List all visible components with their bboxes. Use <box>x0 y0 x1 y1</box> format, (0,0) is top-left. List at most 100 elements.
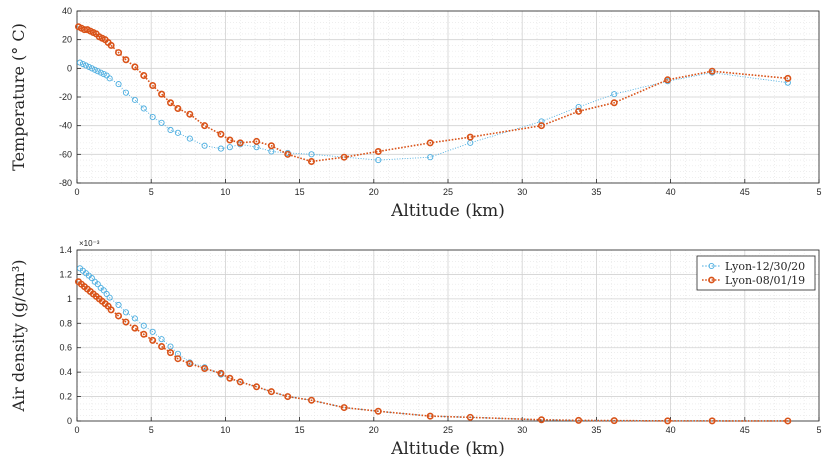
data-point <box>91 66 98 73</box>
data-point <box>374 407 382 415</box>
data-point <box>122 89 130 96</box>
data-point <box>784 74 792 82</box>
data-point <box>201 364 209 372</box>
data-point <box>284 393 292 401</box>
data-point <box>158 342 166 350</box>
data-point <box>307 158 315 166</box>
data-point <box>149 328 156 335</box>
y-tick-label: -60 <box>59 149 72 159</box>
legend-box <box>696 255 816 291</box>
data-point <box>85 63 92 70</box>
data-point <box>708 417 716 425</box>
data-point <box>140 105 147 112</box>
data-point <box>94 68 101 75</box>
y-tick-label: 0.2 <box>59 392 72 402</box>
y-tick-label: -80 <box>59 178 72 188</box>
x-axis-label: Altitude (km) <box>390 201 505 221</box>
data-point <box>784 79 791 86</box>
data-point <box>217 130 225 138</box>
data-point <box>149 114 156 121</box>
data-point <box>610 99 618 107</box>
x-tick-label: 40 <box>666 187 676 197</box>
data-point <box>307 396 315 404</box>
data-point <box>122 318 130 326</box>
data-point <box>94 281 101 288</box>
data-point <box>610 417 618 425</box>
data-point <box>88 275 95 282</box>
y-tick-label: 0.4 <box>59 367 72 377</box>
series-line <box>77 281 788 422</box>
data-point <box>226 144 233 151</box>
x-tick-label: 45 <box>740 187 750 197</box>
data-point <box>575 107 583 115</box>
data-point <box>253 383 261 391</box>
data-point <box>664 76 672 84</box>
x-tick-label: 10 <box>220 187 230 197</box>
data-point <box>140 72 148 80</box>
data-point <box>784 417 792 425</box>
axes-box <box>76 249 820 422</box>
x-tick-label: 5 <box>149 187 154 197</box>
x-tick-label: 15 <box>295 425 305 435</box>
data-point <box>140 330 148 338</box>
data-point <box>131 96 138 103</box>
data-point <box>115 312 123 320</box>
x-tick-label: 5 <box>816 425 821 435</box>
data-point <box>106 75 113 82</box>
legend-label: Lyon-12/30/20 <box>725 260 805 273</box>
data-point <box>284 150 292 158</box>
data-point <box>427 154 434 161</box>
data-point <box>174 104 182 112</box>
data-point <box>140 322 147 329</box>
data-point <box>131 324 139 332</box>
x-tick-label: 5 <box>149 425 154 435</box>
data-point <box>131 315 138 322</box>
x-tick-label: 25 <box>443 425 453 435</box>
data-point <box>236 139 244 147</box>
data-point <box>267 388 275 396</box>
air-density-chart: 0 5 10 15 20 25 30 35 40 45 500.20.40.60.811.21.4×… <box>9 239 822 459</box>
series-line <box>79 62 788 161</box>
data-point <box>122 56 130 64</box>
x-tick-label: 30 <box>517 187 527 197</box>
data-point <box>149 336 157 344</box>
legend-swatch-marker <box>708 262 715 270</box>
x-tick-label: 45 <box>740 425 750 435</box>
data-point <box>88 65 95 72</box>
data-point <box>115 301 122 309</box>
data-point <box>466 133 474 141</box>
data-point <box>340 153 348 161</box>
data-point <box>79 60 86 68</box>
data-point <box>267 142 275 150</box>
data-point <box>131 63 139 71</box>
data-point <box>374 147 382 155</box>
y-tick-label: 20 <box>62 35 72 45</box>
x-tick-label: 20 <box>369 425 379 435</box>
series-line <box>79 267 788 422</box>
data-point <box>201 122 209 130</box>
x-tick-label: 5 <box>816 187 821 197</box>
data-point <box>158 336 165 343</box>
data-point <box>158 90 166 98</box>
data-point <box>611 91 618 98</box>
data-point <box>575 416 583 424</box>
x-tick-label: 30 <box>517 425 527 435</box>
data-point <box>426 412 434 420</box>
y-tick-label: 0.6 <box>59 343 72 353</box>
data-point <box>167 343 174 350</box>
data-point <box>575 103 582 111</box>
data-point <box>217 369 225 377</box>
y-axis-label: Temperature (° C) <box>9 23 28 171</box>
y-tick-label: -40 <box>59 121 72 131</box>
legend-swatch-marker <box>708 276 715 284</box>
data-point <box>106 294 113 301</box>
data-point <box>97 69 104 76</box>
legend-label: Lyon-08/01/19 <box>725 274 805 287</box>
data-point <box>201 142 208 149</box>
data-point <box>100 71 107 78</box>
y-axis-label: Air density (g/cm³) <box>9 260 28 413</box>
data-point <box>166 99 174 107</box>
y-tick-label: 0.8 <box>59 318 72 328</box>
y-tick-label: -20 <box>59 92 72 102</box>
